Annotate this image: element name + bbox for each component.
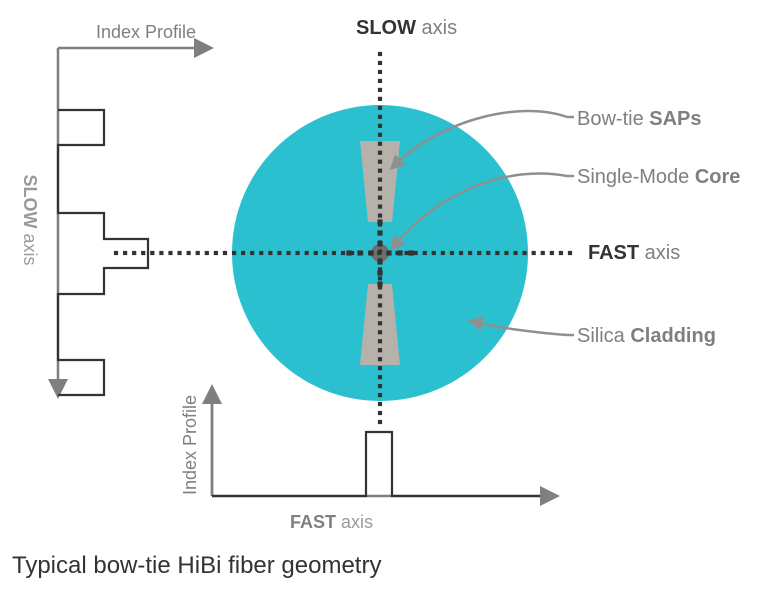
- diagram-stage: Index Profile SLOW axis Index Profile SLO…: [0, 0, 780, 594]
- caption: Typical bow-tie HiBi fiber geometry: [12, 552, 381, 580]
- left-profile-label: Index Profile: [96, 22, 196, 42]
- bottom-profile-label: Index Profile: [180, 395, 200, 495]
- left-profile-axis-label: SLOW axis: [20, 174, 40, 265]
- label-slow-axis: SLOW axis: [356, 17, 457, 39]
- label-fast-axis-bottom: FAST axis: [290, 512, 373, 532]
- fiber-diagram: Index Profile SLOW axis Index Profile SLO…: [0, 0, 780, 560]
- label-silica-cladding: Silica Cladding: [577, 325, 716, 347]
- label-bowtie-saps: Bow-tie SAPs: [577, 108, 702, 130]
- bottom-profile-trace: [212, 432, 540, 496]
- index-profile-bottom: Index Profile: [180, 388, 556, 496]
- label-fast-axis-right: FAST axis: [588, 242, 680, 264]
- index-profile-left: Index Profile SLOW axis: [20, 22, 210, 395]
- label-single-mode-core: Single-Mode Core: [577, 166, 740, 188]
